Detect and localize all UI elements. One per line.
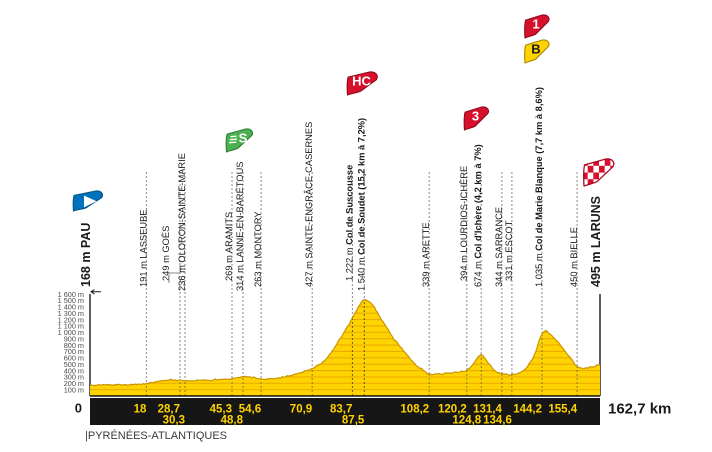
svg-text:70,9: 70,9: [290, 404, 312, 416]
svg-text:54,6: 54,6: [239, 404, 261, 416]
svg-text:144,2: 144,2: [513, 404, 542, 416]
svg-text:1 035 m Col de Marie Blanque (: 1 035 m Col de Marie Blanque (7,7 km à 8…: [534, 87, 544, 287]
svg-text:674 m Col d'Ichère (4,2 km à 7: 674 m Col d'Ichère (4,2 km à 7%): [473, 144, 483, 287]
svg-text:394 m LOURDIOS-ICHÈRE: 394 m LOURDIOS-ICHÈRE: [459, 166, 469, 281]
svg-text:168 m PAU: 168 m PAU: [79, 223, 93, 287]
svg-text:191 m LASSEUBE: 191 m LASSEUBE: [138, 209, 148, 287]
svg-text:|PYRÉNÉES-ATLANTIQUES: |PYRÉNÉES-ATLANTIQUES: [85, 429, 227, 442]
svg-text:450 m BIELLE: 450 m BIELLE: [569, 227, 579, 287]
svg-text:1 600 m: 1 600 m: [58, 290, 84, 299]
svg-text:339 m ARETTE: 339 m ARETTE: [421, 222, 431, 287]
svg-text:344 m SARRANCE: 344 m SARRANCE: [494, 207, 504, 287]
svg-text:124,8: 124,8: [452, 415, 481, 427]
svg-text:30,3: 30,3: [163, 415, 185, 427]
svg-text:314 m LANNE-EN-BARÉTOUS: 314 m LANNE-EN-BARÉTOUS: [235, 161, 245, 291]
svg-text:87,5: 87,5: [342, 415, 365, 427]
svg-text:495 m LARUNS: 495 m LARUNS: [589, 196, 603, 287]
svg-text:162,7 km: 162,7 km: [608, 401, 671, 418]
svg-text:S: S: [239, 131, 248, 146]
svg-text:1 222 m Col de Suscousse: 1 222 m Col de Suscousse: [344, 165, 354, 281]
svg-text:3: 3: [472, 109, 479, 124]
svg-text:134,6: 134,6: [483, 415, 512, 427]
svg-text:155,4: 155,4: [548, 404, 577, 416]
svg-text:269 m ARAMITS: 269 m ARAMITS: [224, 212, 234, 281]
svg-text:331 m ESCOT: 331 m ESCOT: [504, 220, 514, 281]
svg-text:236 m OLORON-SAINTE-MARIE: 236 m OLORON-SAINTE-MARIE: [177, 153, 187, 291]
svg-text:1: 1: [532, 17, 539, 32]
svg-text:18: 18: [134, 404, 147, 416]
svg-text:B: B: [531, 42, 540, 57]
svg-text:427 m SAINTE-ENGRÂCE-CASERNES: 427 m SAINTE-ENGRÂCE-CASERNES: [304, 122, 314, 287]
svg-text:263 m MONTORY: 263 m MONTORY: [253, 211, 263, 287]
svg-text:HC: HC: [352, 74, 371, 89]
svg-text:48,8: 48,8: [221, 415, 244, 427]
svg-text:1 540 m Col de Soudet (15,2 km: 1 540 m Col de Soudet (15,2 km à 7,2%): [356, 118, 366, 291]
svg-text:108,2: 108,2: [400, 404, 429, 416]
svg-text:0: 0: [75, 401, 82, 416]
